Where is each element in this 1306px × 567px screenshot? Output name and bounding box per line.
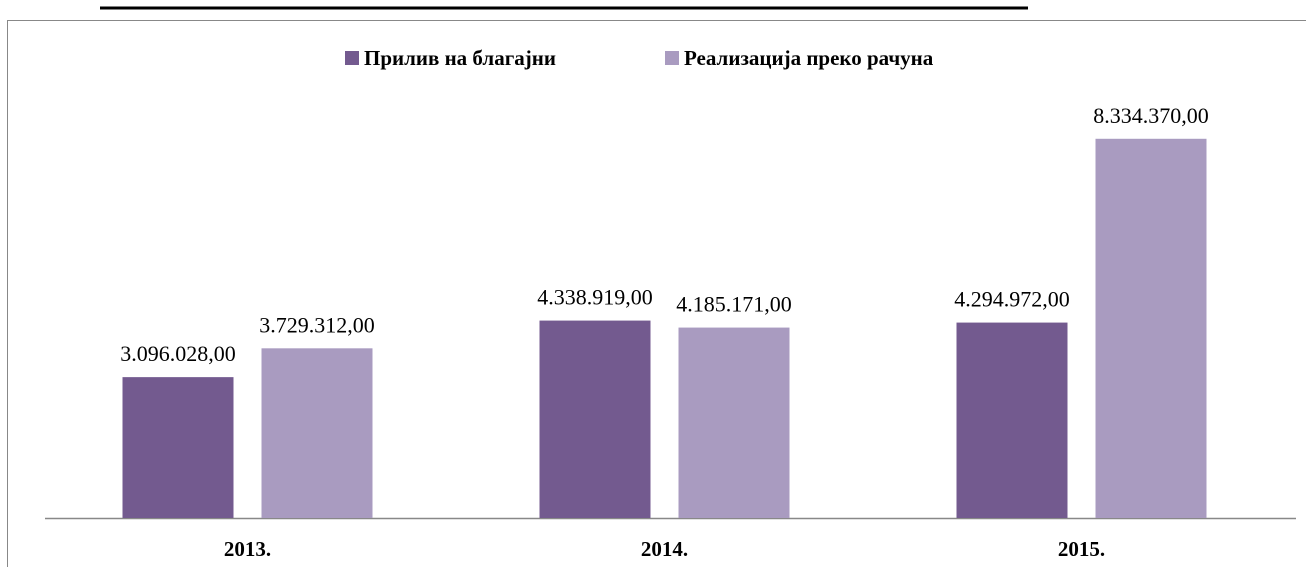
value-label: 3.729.312,00	[259, 312, 375, 337]
value-label: 4.185.171,00	[676, 292, 792, 317]
value-label: 4.338.919,00	[537, 285, 653, 310]
legend-swatch	[665, 51, 679, 65]
bar	[678, 327, 790, 518]
value-label: 8.334.370,00	[1093, 103, 1209, 128]
legend-swatch	[345, 51, 359, 65]
chart-border	[7, 20, 1306, 567]
legend-label: Прилив на благајни	[364, 46, 556, 70]
bar	[1095, 138, 1207, 518]
legend-label: Реализација преко рачуна	[684, 46, 934, 70]
bar	[261, 348, 373, 518]
value-label: 3.096.028,00	[120, 341, 236, 366]
x-tick-label: 2013.	[224, 537, 271, 561]
bar	[956, 322, 1068, 518]
x-tick-label: 2014.	[641, 537, 688, 561]
bar	[539, 320, 651, 518]
x-tick-label: 2015.	[1058, 537, 1105, 561]
value-label: 4.294.972,00	[954, 287, 1070, 312]
bar	[122, 377, 234, 518]
